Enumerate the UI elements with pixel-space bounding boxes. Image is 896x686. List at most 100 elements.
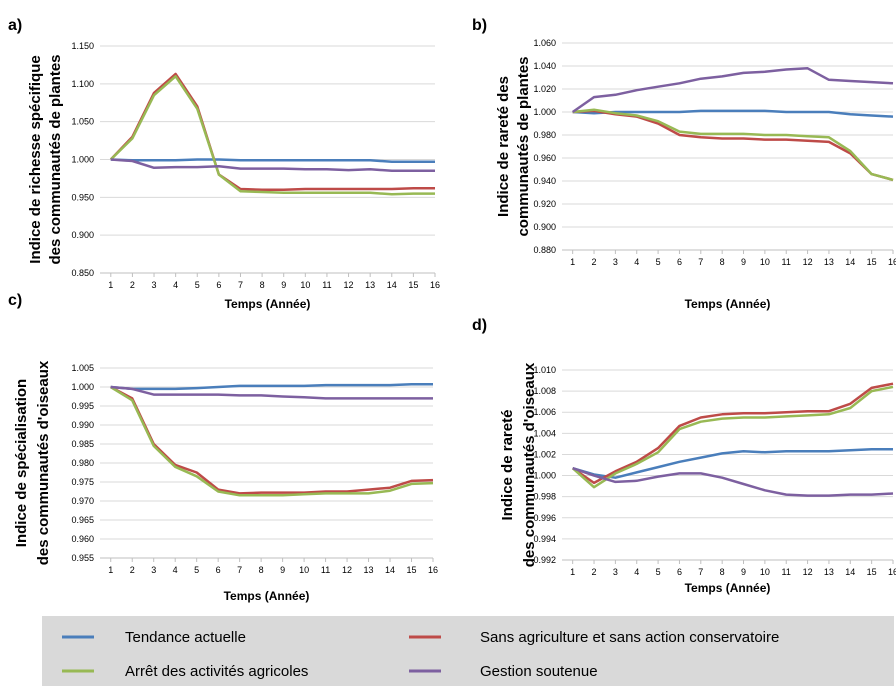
- x-tick-label: 6: [677, 257, 682, 267]
- x-tick-label: 12: [342, 565, 352, 575]
- y-tick-label: 1.000: [71, 382, 94, 392]
- y-tick-label: 0.850: [71, 268, 94, 278]
- x-tick-label: 6: [216, 565, 221, 575]
- y-axis-label: Indice de rareté des: [495, 76, 512, 217]
- y-tick-label: 0.920: [533, 199, 556, 209]
- x-tick-label: 14: [387, 280, 397, 290]
- series-line-gestion-soutenue: [110, 158, 435, 173]
- series-line-tendance-actuelle: [110, 383, 433, 391]
- x-tick-label: 14: [845, 257, 855, 267]
- legend-item: Tendance actuelle: [62, 629, 246, 646]
- x-tick-label: 9: [280, 565, 285, 575]
- x-tick-label: 3: [152, 280, 157, 290]
- x-tick-label: 3: [613, 567, 618, 577]
- x-tick-label: 12: [803, 567, 813, 577]
- legend-label: Tendance actuelle: [125, 629, 246, 646]
- x-tick-label: 5: [195, 280, 200, 290]
- series-line-tendance-actuelle: [110, 158, 435, 164]
- x-tick-label: 9: [741, 567, 746, 577]
- y-tick-label: 0.970: [71, 496, 94, 506]
- legend-item: Arrêt des activités agricoles: [62, 663, 308, 680]
- y-tick-label: 0.994: [533, 534, 556, 544]
- x-tick-label: 6: [677, 567, 682, 577]
- y-tick-label: 1.150: [71, 41, 94, 51]
- y-axis-label: des communautés d'oiseaux: [521, 362, 538, 567]
- y-tick-label: 1.002: [533, 449, 556, 459]
- x-tick-label: 11: [322, 280, 331, 290]
- x-tick-label: 16: [428, 565, 438, 575]
- series-line-sans-agriculture-et-sans-action-conservatoire: [109, 72, 435, 192]
- chart-3: 0.992 0.994 0.996 0.998 1.000 1.002 1.004 1.006…: [472, 317, 896, 595]
- x-tick-label: 14: [385, 565, 395, 575]
- y-tick-label: 0.980: [533, 130, 556, 140]
- series-line-gestion-soutenue: [572, 467, 894, 497]
- x-tick-label: 2: [130, 280, 135, 290]
- x-tick-label: 5: [656, 257, 661, 267]
- y-tick-label: 0.960: [533, 153, 556, 163]
- y-tick-label: 1.040: [533, 61, 556, 71]
- y-axis-label: Indice de richesse spécifique: [27, 55, 44, 263]
- x-tick-label: 16: [888, 567, 896, 577]
- x-tick-label: 7: [237, 565, 242, 575]
- x-tick-label: 13: [364, 565, 374, 575]
- y-tick-label: 0.950: [71, 192, 94, 202]
- y-tick-label: 0.880: [533, 245, 556, 255]
- x-tick-label: 15: [867, 567, 877, 577]
- legend-item: Sans agriculture et sans action conserva…: [409, 629, 779, 646]
- x-tick-label: 10: [300, 280, 310, 290]
- y-tick-label: 1.000: [533, 471, 556, 481]
- x-tick-label: 2: [592, 257, 597, 267]
- x-tick-label: 8: [720, 257, 725, 267]
- y-tick-label: 0.998: [533, 492, 556, 502]
- y-tick-label: 1.004: [533, 428, 556, 438]
- panel-label: d): [472, 317, 487, 334]
- series-line-sans-agriculture-et-sans-action-conservatoire: [110, 385, 434, 495]
- x-tick-label: 9: [741, 257, 746, 267]
- chart-2: 0.955 0.960 0.965 0.970 0.975 0.980 0.985 0.990…: [8, 292, 438, 603]
- panel-label: a): [8, 17, 22, 34]
- legend-label: Arrêt des activités agricoles: [125, 663, 308, 680]
- x-tick-label: 12: [344, 280, 354, 290]
- x-tick-label: 4: [173, 565, 178, 575]
- y-tick-label: 0.985: [71, 439, 94, 449]
- x-tick-label: 13: [824, 257, 834, 267]
- series-line-tendance-actuelle: [572, 109, 894, 118]
- x-tick-label: 12: [803, 257, 813, 267]
- y-axis-label: des communautés d'oiseaux: [35, 360, 52, 565]
- x-tick-label: 4: [634, 567, 639, 577]
- y-tick-label: 1.000: [71, 155, 94, 165]
- legend-label: Gestion soutenue: [480, 663, 598, 680]
- y-tick-label: 0.995: [71, 401, 94, 411]
- x-tick-label: 8: [260, 280, 265, 290]
- y-axis-label: des communautés de plantes: [47, 54, 64, 264]
- x-tick-label: 7: [698, 257, 703, 267]
- series-line-tendance-actuelle: [572, 447, 893, 479]
- y-tick-label: 0.980: [71, 458, 94, 468]
- x-tick-label: 14: [845, 567, 855, 577]
- y-axis-label: Indice de rareté: [499, 410, 516, 521]
- y-axis-label: communautés de plantes: [515, 56, 532, 236]
- series-line-arr-t-des-activit-s-agricoles: [109, 75, 435, 196]
- y-tick-label: 0.940: [533, 176, 556, 186]
- series-line-gestion-soutenue: [571, 67, 894, 114]
- x-tick-label: 6: [216, 280, 221, 290]
- x-tick-label: 5: [656, 567, 661, 577]
- x-tick-label: 10: [299, 565, 309, 575]
- y-tick-label: 0.990: [71, 420, 94, 430]
- x-tick-label: 2: [592, 567, 597, 577]
- y-tick-label: 1.050: [71, 117, 94, 127]
- x-tick-label: 7: [238, 280, 243, 290]
- series-line-arr-t-des-activit-s-agricoles: [571, 385, 894, 489]
- legend-item: Gestion soutenue: [409, 663, 598, 680]
- x-tick-label: 8: [720, 567, 725, 577]
- x-tick-label: 10: [760, 567, 770, 577]
- panel-label: b): [472, 17, 487, 34]
- series-line-arr-t-des-activit-s-agricoles: [572, 108, 894, 182]
- x-tick-label: 8: [259, 565, 264, 575]
- x-tick-label: 11: [782, 257, 791, 267]
- y-tick-label: 1.060: [533, 38, 556, 48]
- series-line-sans-agriculture-et-sans-action-conservatoire: [572, 109, 894, 182]
